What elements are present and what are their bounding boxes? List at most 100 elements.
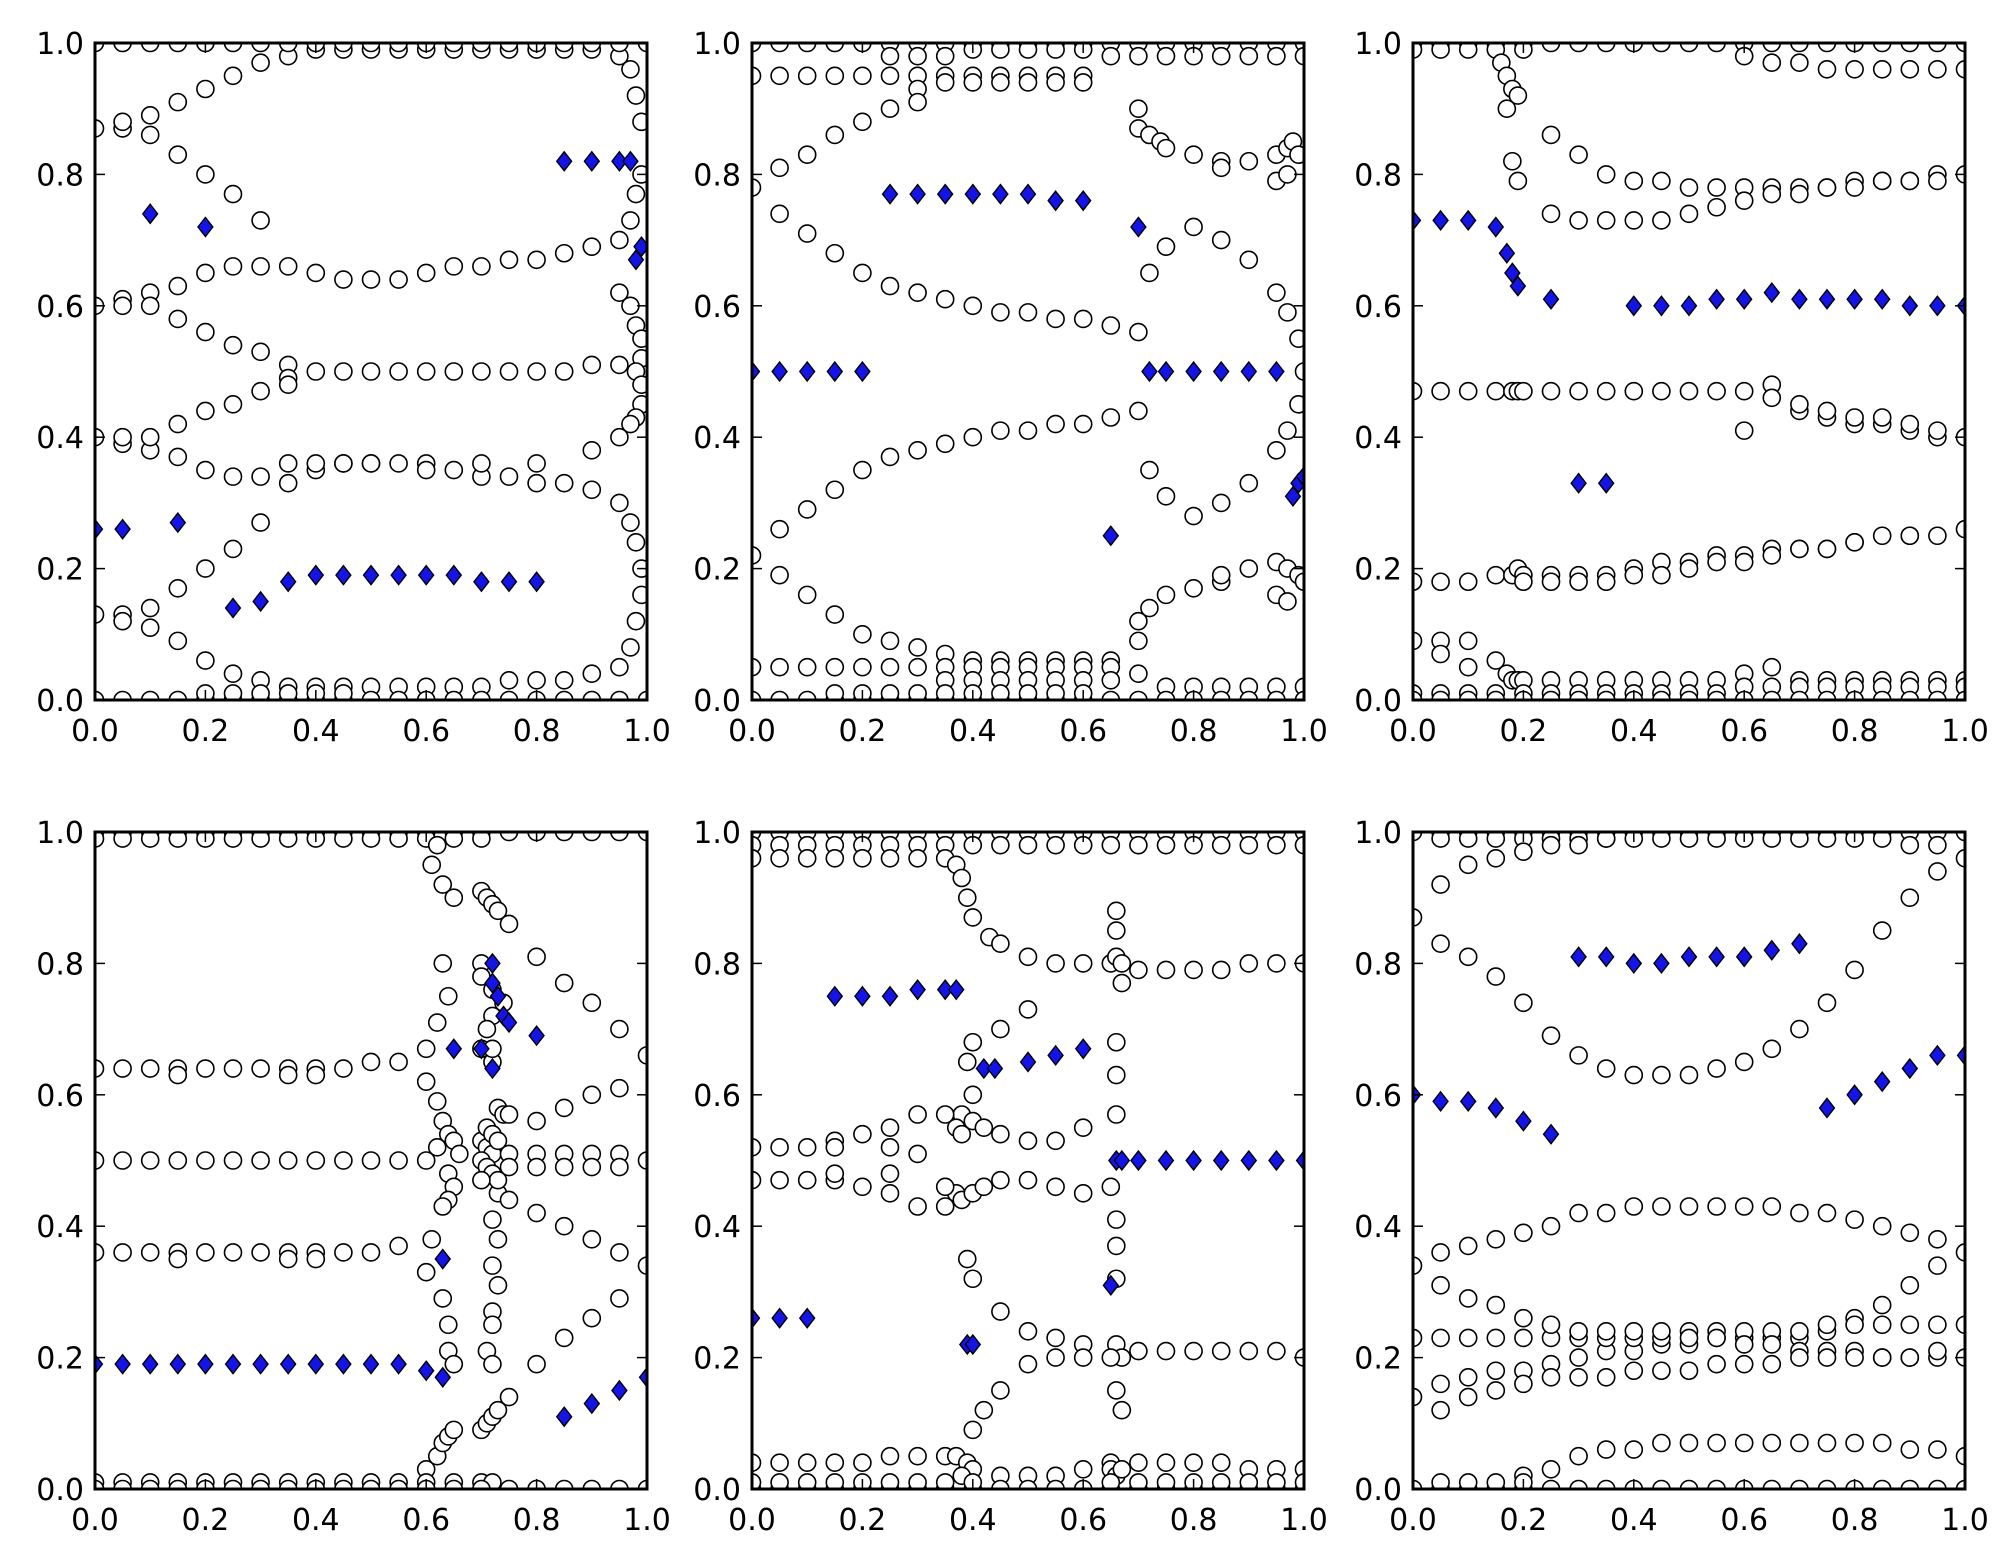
y-tick-label: 0.6 [1354,1079,1402,1114]
point-open-marker [1018,1170,1038,1190]
point-open-marker [991,835,1010,855]
point-open-marker [427,1092,447,1111]
point-open-marker [361,362,381,381]
point-open-marker [251,513,270,532]
point-open-marker [168,43,188,53]
point-open-marker [1845,1315,1864,1335]
point-open-marker [935,1473,955,1489]
point-open-marker [1107,1381,1126,1400]
point-open-marker [1486,1230,1506,1249]
point-open-marker [1101,835,1121,855]
point-open-marker [1239,690,1259,700]
point-open-marker [1872,1315,1892,1335]
plot-area [752,832,1304,1489]
point-open-marker [1431,832,1450,848]
point-open-marker [1184,579,1203,598]
point-open-marker [1900,171,1920,191]
point-open-marker [1734,191,1754,210]
point-open-marker [1211,158,1231,178]
point-open-marker [1514,842,1533,862]
point-open-marker [1046,1177,1065,1197]
point-open-marker [1211,1473,1231,1489]
point-open-marker [1790,832,1809,848]
point-open-marker [389,1052,408,1072]
point-open-marker [1569,1446,1588,1466]
point-open-marker [223,1243,243,1262]
point-open-marker [853,624,872,644]
y-tick-label: 0.8 [693,947,741,982]
point-open-marker [361,454,381,473]
point-open-marker [853,66,872,86]
point-open-marker [1596,381,1616,401]
point-open-marker [1129,631,1148,651]
point-open-marker [278,473,298,493]
point-diamond-marker [445,1038,463,1060]
point-diamond-marker [252,1353,269,1375]
point-open-marker [278,1065,298,1085]
point-open-marker [483,1354,502,1374]
x-tick-label: 0.8 [1170,714,1218,749]
point-open-marker [1294,835,1304,855]
point-open-marker [472,1479,491,1489]
point-open-marker [223,395,243,414]
point-open-marker [1156,138,1176,158]
point-open-marker [582,43,602,53]
point-open-marker [251,43,270,53]
point-open-marker [168,276,188,296]
point-open-marker [1267,690,1286,700]
point-open-marker [1413,690,1423,700]
point-diamond-marker [826,985,844,1007]
point-open-marker [554,1157,574,1177]
point-open-marker [637,690,647,700]
point-open-marker [168,690,188,700]
point-open-marker [416,460,436,480]
point-open-marker [880,99,900,118]
point-diamond-marker [1047,190,1064,212]
point-open-marker [1514,381,1533,401]
point-open-marker [527,1354,546,1374]
point-open-marker [1900,43,1920,53]
point-open-marker [582,480,602,500]
point-open-marker [963,1420,983,1440]
point-open-marker [621,513,640,532]
point-open-marker [1018,1354,1038,1374]
point-open-marker [1900,1440,1920,1459]
point-open-marker [1900,1348,1920,1367]
point-open-marker [223,257,243,276]
point-open-marker [1289,329,1304,348]
point-open-marker [1413,1387,1423,1407]
y-tick-label: 0.2 [1354,1342,1402,1377]
point-open-marker [1431,644,1450,664]
y-tick-label: 0.8 [36,158,84,193]
point-open-marker [1184,1453,1203,1473]
point-diamond-marker [224,597,242,619]
point-open-marker [1707,1328,1726,1348]
point-open-marker [1156,960,1176,980]
point-open-marker [582,664,602,684]
point-open-marker [1569,145,1588,164]
point-open-marker [1413,908,1423,927]
point-open-marker [389,362,408,381]
point-open-marker [1790,395,1809,414]
point-open-marker [582,690,602,700]
point-open-marker [1413,832,1423,842]
point-open-marker [825,125,845,145]
point-open-marker [1652,565,1671,585]
point-open-marker [1624,1361,1644,1381]
axes-frame [1411,41,1967,702]
point-diamond-marker [1130,216,1147,238]
point-open-marker [1928,526,1947,546]
point-open-marker [1928,1315,1947,1335]
point-open-marker [1129,690,1148,700]
point-diamond-marker [500,1011,518,1034]
point-open-marker [444,257,464,276]
point-open-marker [95,1151,105,1170]
point-open-marker [1955,1446,1965,1466]
point-diamond-marker [881,183,899,205]
point-open-marker [1624,1197,1644,1216]
point-open-marker [770,66,789,86]
point-open-marker [880,447,900,467]
point-open-marker [1762,388,1782,408]
plot-area [752,43,1304,700]
point-open-marker [499,362,519,381]
